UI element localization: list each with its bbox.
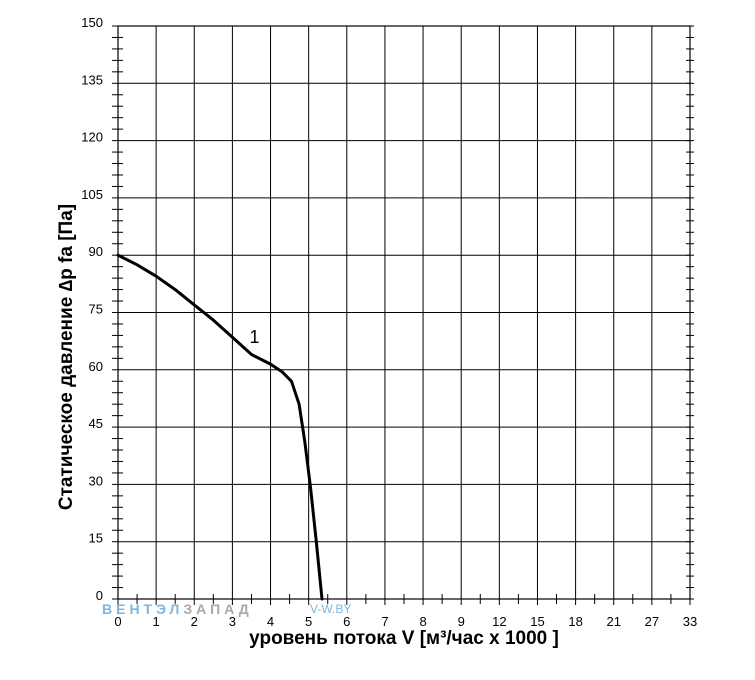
x-tick-label: 12: [492, 614, 506, 629]
watermark: ВЕНТЭЛЗАПАД: [102, 601, 253, 617]
x-tick-label: 8: [419, 614, 426, 629]
x-tick-label: 18: [568, 614, 582, 629]
y-tick-label: 60: [89, 359, 103, 374]
x-tick-label: 5: [305, 614, 312, 629]
y-tick-label: 105: [81, 187, 103, 202]
watermark-url: V-W.BY: [310, 602, 351, 616]
grid-lines: [118, 26, 690, 599]
x-tick-label: 2: [191, 614, 198, 629]
x-tick-label: 7: [381, 614, 388, 629]
x-tick-label: 27: [645, 614, 659, 629]
x-tick-label: 15: [530, 614, 544, 629]
y-axis-title: Статическое давление ∆p fa [Па]: [56, 204, 77, 510]
y-tick-label: 120: [81, 130, 103, 145]
y-tick-label: 30: [89, 473, 103, 488]
series-label-1: 1: [250, 327, 260, 347]
minor-ticks: [112, 25, 694, 605]
x-tick-label: 6: [343, 614, 350, 629]
y-tick-label: 15: [89, 531, 103, 546]
series-group: 1: [116, 253, 324, 601]
y-tick-label: 150: [81, 15, 103, 30]
x-tick-label: 3: [229, 614, 236, 629]
plot-frame: [117, 25, 691, 600]
y-tick-label: 90: [89, 244, 103, 259]
x-tick-label: 21: [606, 614, 620, 629]
x-tick-label: 33: [683, 614, 697, 629]
watermark-part2: ЗАПАД: [183, 601, 252, 617]
y-tick-label: 135: [81, 72, 103, 87]
y-tick-label: 75: [89, 302, 103, 317]
x-tick-label: 0: [114, 614, 121, 629]
y-tick-labels: 0 15 30 45 60 75 90 105 120 135 150: [81, 15, 103, 603]
y-tick-label: 0: [96, 588, 103, 603]
x-tick-label: 1: [153, 614, 160, 629]
y-tick-label: 45: [89, 416, 103, 431]
x-axis-title: уровень потока V [м³/час x 1000 ]: [249, 628, 559, 649]
x-tick-label: 4: [267, 614, 274, 629]
x-tick-label: 9: [458, 614, 465, 629]
x-tick-labels: 0 1 2 3 4 5 6 7 8 9 12 15 18 21 27 33: [114, 614, 697, 629]
series-line-1: [116, 253, 324, 601]
watermark-part1: ВЕНТЭЛ: [102, 601, 183, 617]
